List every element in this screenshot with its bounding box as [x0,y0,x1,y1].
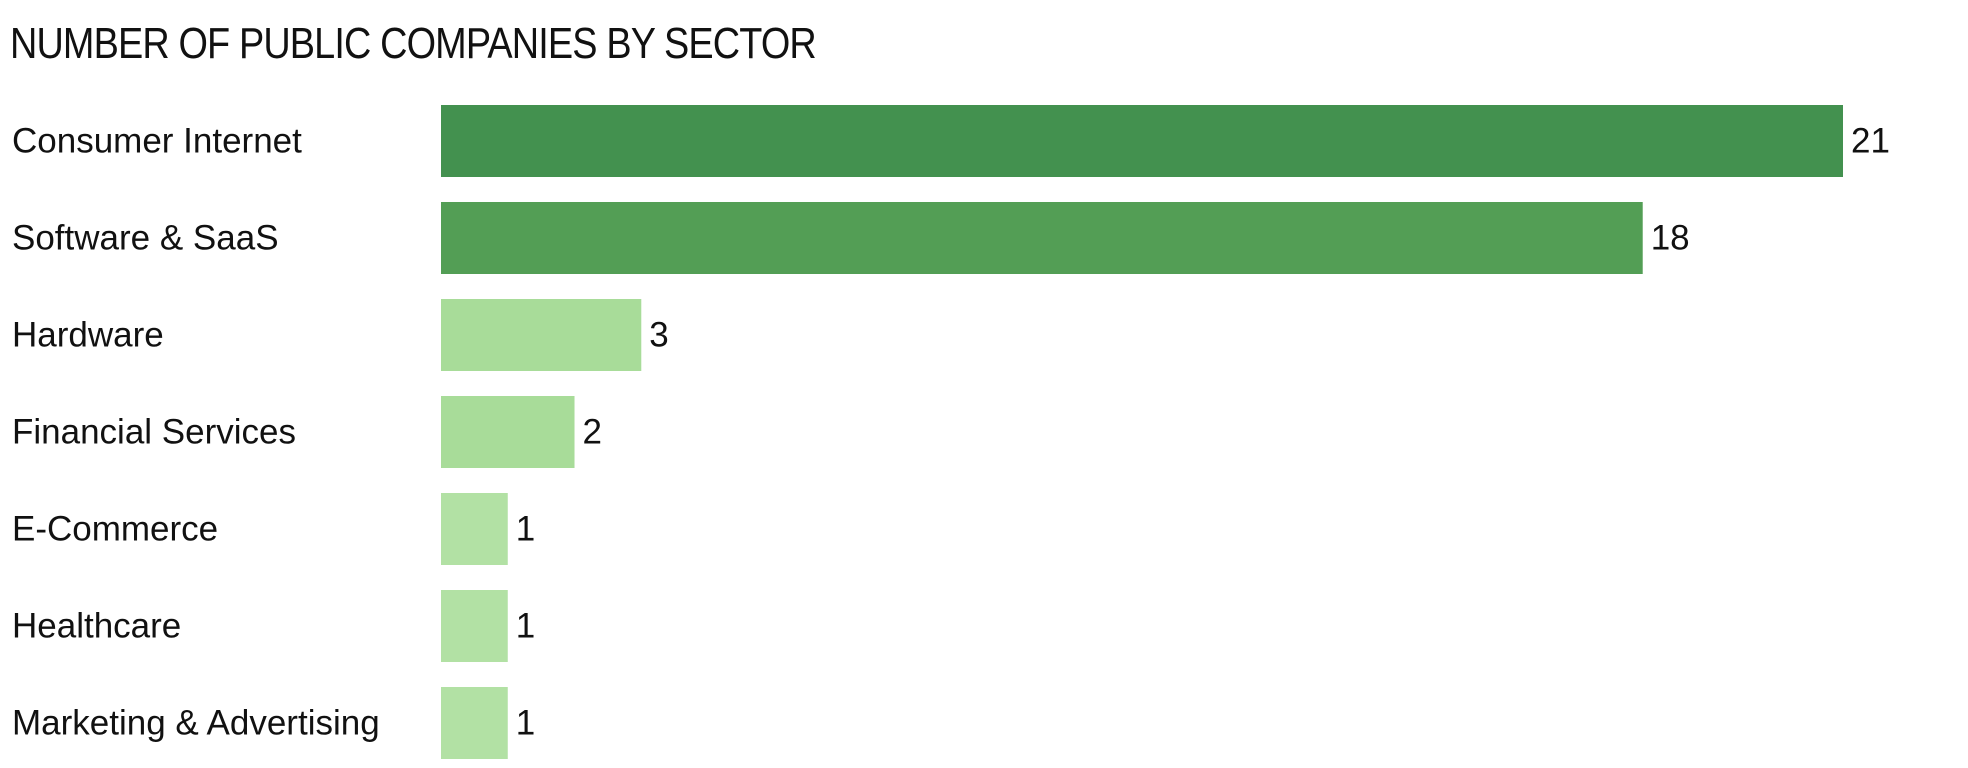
value-label-e-commerce: 1 [516,510,535,549]
value-label-consumer-internet: 21 [1851,122,1890,161]
bar-hardware [441,299,642,371]
bar-marketing-and-advertising [441,687,508,759]
category-label-software-and-saas: Software & SaaS [12,219,279,258]
value-label-healthcare: 1 [516,607,535,646]
value-label-hardware: 3 [649,316,668,355]
bar-financial-services [441,396,575,468]
value-label-financial-services: 2 [583,413,602,452]
value-label-software-and-saas: 18 [1651,219,1690,258]
category-label-marketing-and-advertising: Marketing & Advertising [12,704,380,743]
bar-software-and-saas [441,202,1643,274]
chart-title: NUMBER OF PUBLIC COMPANIES BY SECTOR [10,19,817,68]
category-label-healthcare: Healthcare [12,607,181,646]
bar-e-commerce [441,493,508,565]
category-labels: Consumer Internet Software & SaaS Hardware… [12,122,380,743]
category-label-consumer-internet: Consumer Internet [12,122,302,161]
bar-healthcare [441,590,508,662]
bar-consumer-internet [441,105,1843,177]
category-label-hardware: Hardware [12,316,164,355]
bars-layer [441,105,1843,759]
category-label-financial-services: Financial Services [12,413,296,452]
value-label-marketing-and-advertising: 1 [516,704,535,743]
category-label-e-commerce: E-Commerce [12,510,218,549]
